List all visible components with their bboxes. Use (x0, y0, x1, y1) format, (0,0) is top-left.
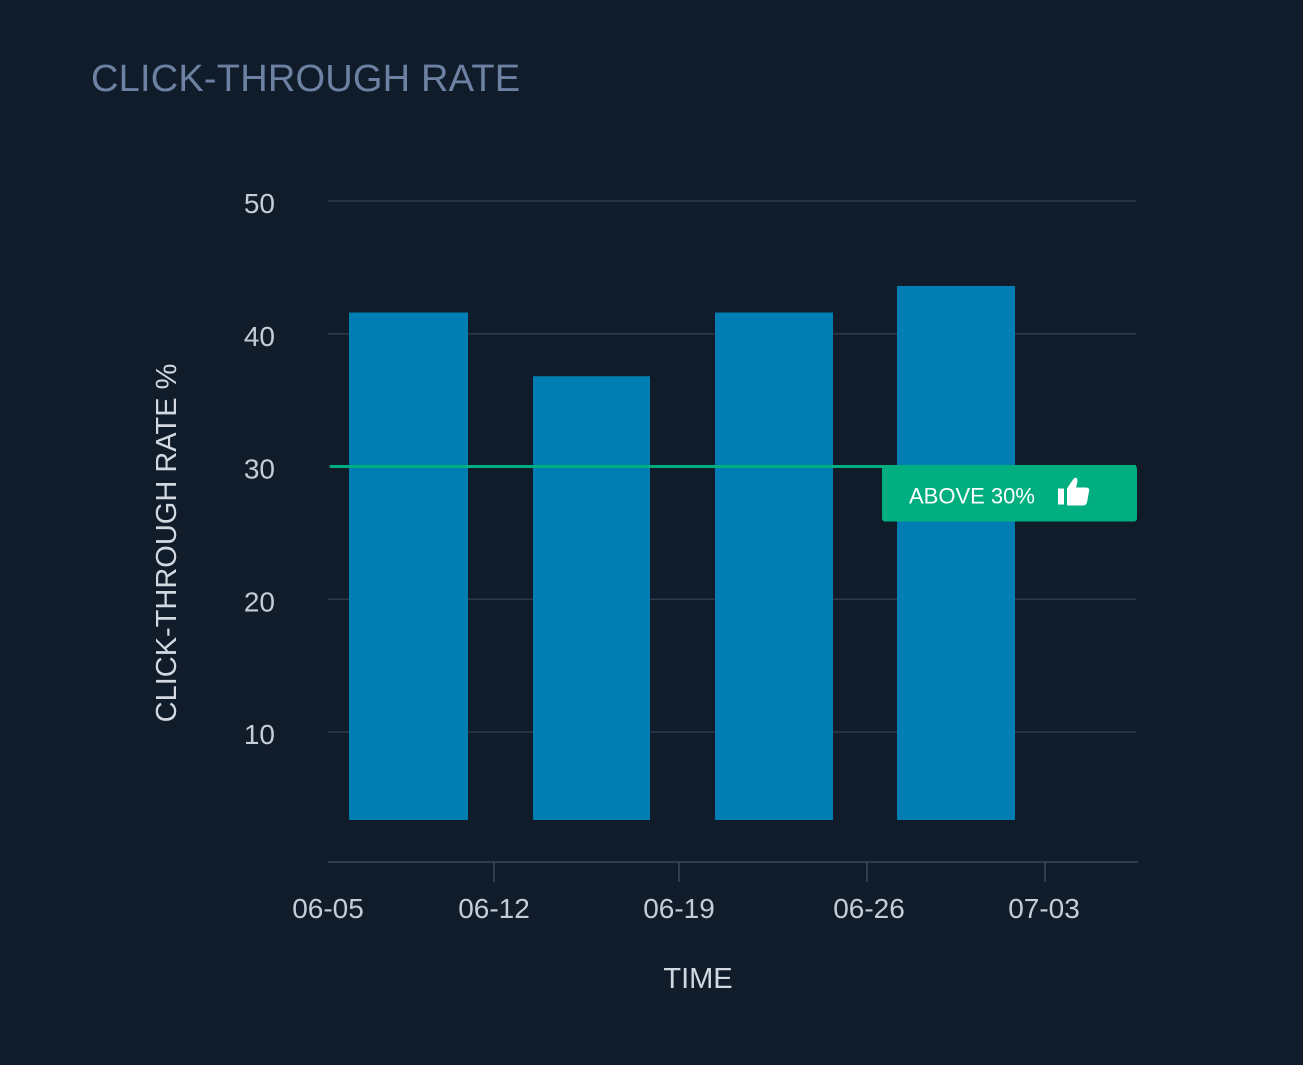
bar[interactable] (897, 285, 1015, 821)
threshold-label: ABOVE 30% (909, 484, 1035, 509)
threshold-badge: ABOVE 30% (882, 465, 1137, 522)
x-tick-label: 06-12 (458, 893, 530, 924)
y-tick-label: 30 (244, 454, 275, 485)
x-tick-label: 06-05 (292, 893, 364, 924)
y-tick-label: 20 (244, 586, 275, 617)
x-axis-title: TIME (663, 963, 732, 995)
x-tick-label: 07-03 (1008, 893, 1080, 924)
page-title: CLICK-THROUGH RATE (91, 58, 521, 100)
bar-series (349, 285, 1015, 821)
bar[interactable] (349, 312, 468, 820)
thumbs-up-icon (1058, 477, 1090, 506)
bar[interactable] (715, 312, 833, 820)
y-tick-label: 10 (244, 719, 275, 750)
x-tick-label: 06-19 (643, 893, 715, 924)
x-axis: 06-05 06-12 06-19 06-26 07-03 (292, 861, 1138, 924)
y-tick-label: 50 (244, 188, 275, 219)
threshold-marker: ABOVE 30% (330, 465, 1137, 522)
y-axis: 10 20 30 40 50 (244, 188, 275, 750)
bar[interactable] (533, 376, 650, 820)
x-tick-label: 06-26 (833, 893, 905, 924)
y-tick-label: 40 (244, 321, 275, 352)
y-axis-title: CLICK-THROUGH RATE % (151, 364, 183, 723)
